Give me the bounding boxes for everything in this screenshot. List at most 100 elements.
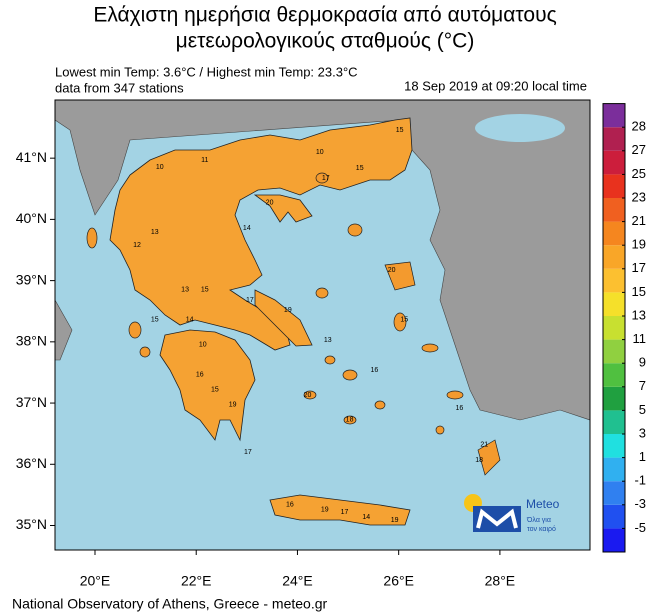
island (315, 172, 329, 184)
logo-name: Meteo (526, 497, 560, 511)
station-value: 16 (456, 405, 464, 412)
station-value: 15 (400, 317, 408, 324)
station-value: 20 (304, 392, 312, 399)
colorbar-bin (603, 481, 625, 505)
colorbar-bin (603, 504, 625, 529)
y-tick-label: 41°N (16, 149, 47, 165)
station-value: 17 (246, 297, 254, 304)
logo: Meteo Όλα για τον καιρό (464, 494, 560, 533)
island (128, 321, 142, 339)
island (139, 346, 151, 358)
colorbar-bin (603, 292, 625, 316)
station-value: 15 (201, 287, 209, 294)
italy (55, 299, 73, 361)
colorbar-label: 25 (632, 166, 646, 181)
station-value: 19 (284, 307, 292, 314)
logo-slogan: τον καιρό (527, 525, 556, 533)
island (86, 227, 98, 249)
colorbar-label: 7 (639, 378, 646, 393)
station-value: 14 (362, 514, 370, 521)
peloponnese (159, 329, 256, 442)
crete (269, 494, 411, 526)
station-value: 19 (229, 402, 237, 409)
colorbar-label: 21 (632, 213, 646, 228)
stats: Lowest min Temp: 3.6°C / Highest min Tem… (55, 64, 358, 79)
colorbar-label: 23 (632, 189, 646, 204)
station-value: 12 (133, 242, 141, 249)
colorbar-bin (603, 410, 625, 434)
stations-note: data from 347 stations (55, 80, 184, 95)
station-value: 16 (286, 502, 294, 509)
colorbar-label: 5 (639, 402, 646, 417)
island (324, 355, 336, 365)
y-tick-label: 36°N (16, 455, 47, 471)
x-tick-label: 22°E (181, 573, 212, 589)
station-value: 14 (243, 225, 251, 232)
colorbar-bin (603, 174, 625, 198)
colorbar-label: 1 (639, 449, 646, 464)
station-value: 15 (211, 386, 219, 393)
station-value: 17 (322, 175, 330, 182)
rhodes (477, 439, 501, 476)
colorbar-label: 17 (632, 260, 646, 275)
station-value: 17 (341, 509, 349, 516)
colorbar-bin (603, 339, 625, 364)
logo-m (476, 508, 518, 529)
evia (254, 289, 313, 347)
colorbar-bin (603, 127, 625, 151)
station-value: 15 (356, 165, 364, 172)
station-value: 11 (201, 157, 208, 164)
x-tick-label: 26°E (383, 573, 414, 589)
station-value: 16 (370, 367, 378, 374)
colorbar-frame (602, 103, 626, 553)
x-tick-label: 24°E (282, 573, 313, 589)
station-value: 14 (186, 317, 194, 324)
title-line: Ελάχιστη ημερήσια θερμοκρασία από αυτόμα… (93, 4, 556, 27)
colorbar-bin (603, 221, 625, 246)
colorbar-bin (603, 363, 625, 387)
station-value: 18 (475, 457, 483, 464)
colorbar-label: 3 (639, 425, 646, 440)
colorbar-bin (603, 434, 625, 458)
colorbar-label: 13 (632, 307, 646, 322)
chalkidiki (253, 194, 313, 223)
station-value: 15 (151, 317, 159, 324)
colorbar-label: -3 (634, 496, 646, 511)
marmara-sea (475, 114, 565, 142)
colorbar-label: 19 (632, 237, 646, 252)
colorbar-label: 27 (632, 142, 646, 157)
x-tick-label: 20°E (80, 573, 111, 589)
station-value: 10 (156, 164, 164, 171)
colorbar-label: 28 (632, 119, 646, 134)
x-tick-label: 28°E (485, 573, 516, 589)
station-value: 10 (199, 342, 207, 349)
colorbar-bin (603, 245, 625, 269)
y-tick-label: 40°N (16, 210, 47, 226)
title-line: μετεωρολογικούς σταθμούς (°C) (176, 30, 475, 53)
footer: National Observatory of Athens, Greece -… (12, 596, 327, 612)
station-value: 18 (346, 416, 354, 423)
island (343, 415, 357, 425)
mainland (109, 117, 413, 351)
colorbar-bin (603, 103, 625, 128)
station-value: 21 (480, 442, 488, 449)
timestamp: 18 Sep 2019 at 09:20 local time (404, 78, 587, 93)
frame (54, 99, 591, 551)
station-value: 13 (181, 287, 189, 294)
colorbar-bin (603, 268, 625, 293)
island (421, 343, 439, 353)
colorbar-label: -1 (634, 473, 646, 488)
colorbar-bin (603, 316, 625, 340)
map-frame (54, 99, 591, 551)
station-value: 10 (316, 149, 324, 156)
colorbar-bin (603, 457, 625, 482)
station-value: 20 (388, 267, 396, 274)
station-value: 20 (266, 200, 274, 207)
y-tick-label: 39°N (16, 271, 47, 287)
island (393, 312, 407, 332)
island (315, 287, 329, 299)
y-tick-label: 37°N (16, 394, 47, 410)
station-value: 16 (196, 372, 204, 379)
island (347, 223, 363, 237)
